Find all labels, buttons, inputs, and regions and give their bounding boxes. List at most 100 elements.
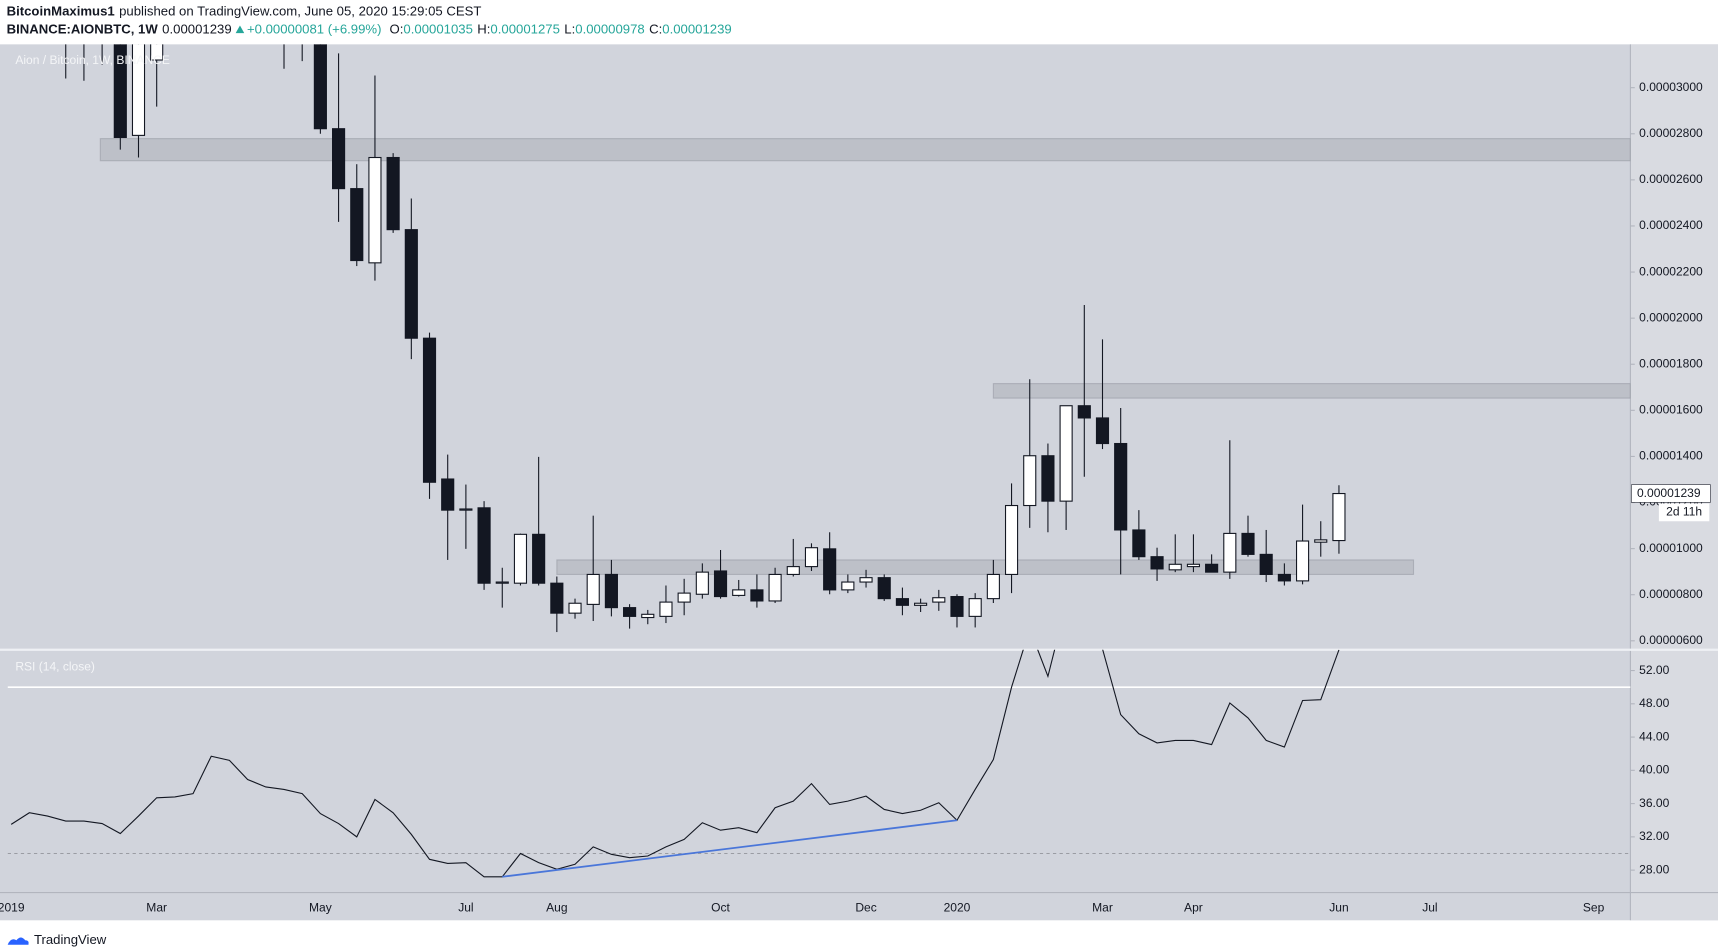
candle-body — [422, 337, 437, 483]
y-tick-label: 28.00 — [1639, 862, 1669, 876]
axis-background — [1630, 44, 1718, 921]
y-tick-label: 0.00002200 — [1639, 264, 1703, 278]
candle-body — [823, 548, 837, 591]
x-tick-label: Mar — [146, 900, 167, 914]
zone — [99, 138, 1631, 162]
ohlc-value: 0.00001275 — [490, 21, 560, 37]
y-tick-label: 52.00 — [1639, 663, 1669, 677]
candle-body — [713, 570, 728, 598]
candle-body — [586, 573, 600, 605]
candle-body — [150, 44, 164, 61]
ohlc-key: L: — [564, 21, 576, 37]
countdown: 2d 11h — [1666, 505, 1702, 519]
candle-body — [804, 547, 819, 568]
candle-body — [441, 478, 455, 511]
candle-body — [695, 571, 709, 595]
candle-body — [659, 601, 673, 617]
candle-body — [1223, 532, 1237, 573]
candle-body — [313, 44, 327, 130]
y-tick-label: 36.00 — [1639, 796, 1669, 810]
x-tick-label: 2019 — [0, 900, 25, 914]
up-arrow — [236, 25, 245, 34]
y-tick-label: 0.00001400 — [1639, 449, 1703, 463]
candle-body — [677, 592, 691, 603]
x-tick-label: Dec — [855, 900, 876, 914]
candle-body — [1023, 455, 1037, 507]
y-tick-label: 0.00002400 — [1639, 218, 1703, 232]
y-tick-label: 0.00001800 — [1639, 356, 1703, 370]
candle-body — [1295, 540, 1310, 582]
candle-body — [932, 597, 946, 603]
candle-body — [786, 566, 800, 575]
x-tick-label: Mar — [1092, 900, 1113, 914]
ohlc-key: H: — [477, 21, 491, 37]
candle-body — [477, 507, 491, 584]
candle-body — [877, 577, 891, 600]
y-tick-label: 40.00 — [1639, 762, 1669, 776]
ohlc-key: C: — [649, 21, 663, 37]
header-line: BINANCE:AIONBTC, 1W 0.00001239 +0.00000081… — [7, 21, 737, 37]
x-tick-label: May — [309, 900, 333, 914]
candle-body — [568, 602, 582, 614]
y-tick-label: 0.00002000 — [1639, 310, 1703, 324]
ohlc-value: 0.00000978 — [575, 21, 645, 37]
price: 0.00001239 — [162, 21, 232, 37]
candle-body — [550, 582, 564, 614]
ohlc-value: 0.00001035 — [403, 21, 473, 37]
candle-body — [131, 44, 146, 136]
candle-body — [641, 613, 655, 619]
candle-body — [1277, 573, 1291, 582]
candle-body — [1132, 529, 1146, 558]
price-pane — [65, 44, 1631, 633]
y-tick-label: 0.00001600 — [1639, 402, 1703, 416]
logo — [7, 937, 29, 945]
change: +0.00000081 (+6.99%) — [246, 21, 382, 37]
candle-body — [986, 573, 1000, 600]
candle-body — [895, 598, 909, 606]
trendline — [502, 819, 958, 878]
x-tick-label: Aug — [546, 900, 567, 914]
rsi-title: RSI (14, close) — [15, 660, 95, 674]
countdown-box — [1658, 503, 1710, 522]
last-price-box — [1631, 484, 1711, 503]
rsi-pane — [7, 649, 1631, 878]
candle-body — [404, 229, 418, 339]
candle-body — [1259, 553, 1273, 575]
y-tick-label: 44.00 — [1639, 729, 1669, 743]
x-tick-label: Jul — [458, 900, 473, 914]
x-tick-label: Jul — [1422, 900, 1437, 914]
y-tick-label: 0.00001000 — [1639, 541, 1703, 555]
candle-body — [1041, 455, 1055, 502]
candle-body — [1205, 563, 1219, 573]
x-tick-label: Jun — [1329, 900, 1348, 914]
y-tick-label: 0.00000800 — [1639, 587, 1703, 601]
candle-body — [1314, 539, 1328, 543]
candle-body — [1059, 405, 1073, 502]
y-tick-label: 0.00002800 — [1639, 126, 1703, 140]
zone — [556, 559, 1415, 575]
ohlc-value: 0.00001239 — [662, 21, 732, 37]
plot-background — [0, 44, 1718, 921]
candle-body — [859, 577, 873, 583]
x-tick-label: Sep — [1583, 900, 1605, 914]
y-tick-label: 0.00002600 — [1639, 172, 1703, 186]
candle-body — [604, 573, 618, 609]
author: BitcoinMaximus1 — [6, 3, 115, 19]
candle-body — [331, 128, 346, 190]
candle-body — [113, 44, 127, 139]
x-tick-label: Apr — [1184, 900, 1203, 914]
header-line: BitcoinMaximus1 published on TradingView.… — [7, 3, 486, 19]
candle-body — [513, 533, 528, 584]
last-price-label: 0.00001239 — [1637, 486, 1701, 500]
candle-body — [1150, 556, 1164, 570]
candle-body — [914, 602, 928, 606]
candle-body — [459, 508, 473, 511]
y-tick-label: 32.00 — [1639, 829, 1669, 843]
candle-body — [1186, 563, 1201, 568]
candle-body — [750, 589, 764, 602]
x-tick-label: 2020 — [944, 900, 971, 914]
rsi-line — [10, 649, 1340, 878]
candle-body — [732, 589, 746, 596]
candle-body — [1332, 492, 1346, 542]
